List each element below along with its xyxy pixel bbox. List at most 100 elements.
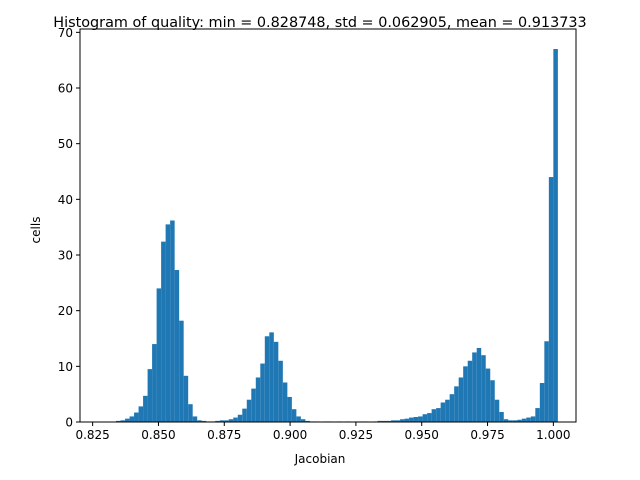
- histogram-bar: [454, 386, 459, 422]
- histogram-bar: [427, 413, 432, 422]
- histogram-bar: [449, 394, 455, 422]
- histogram-bar: [436, 408, 441, 422]
- histogram-bar: [413, 416, 419, 422]
- histogram-bar: [382, 420, 387, 422]
- y-tick-label: 10: [58, 360, 73, 374]
- histogram-bar: [197, 420, 202, 422]
- histogram-bar: [242, 408, 247, 422]
- histogram-bar: [269, 332, 274, 422]
- y-tick-label: 0: [65, 416, 73, 430]
- histogram-bar: [273, 341, 279, 422]
- histogram-bar: [508, 420, 513, 422]
- y-tick-label: 40: [58, 193, 73, 207]
- x-tick-label: 0.975: [470, 428, 504, 442]
- x-tick-label: 0.950: [405, 428, 439, 442]
- histogram-bar: [521, 418, 527, 422]
- histogram-bar: [237, 414, 243, 422]
- histogram-bar: [278, 360, 283, 422]
- histogram-bar: [260, 363, 265, 422]
- histogram-bar: [264, 336, 270, 422]
- histogram-bar: [485, 368, 491, 422]
- histogram-bar: [463, 366, 468, 422]
- histogram-bar: [472, 352, 477, 422]
- chart-title: Histogram of quality: min = 0.828748, st…: [53, 15, 586, 31]
- histogram-bar: [287, 396, 292, 422]
- histogram-bar: [192, 416, 198, 422]
- histogram-bar: [251, 388, 256, 422]
- histogram-bar: [431, 409, 437, 422]
- histogram-bar: [418, 416, 423, 422]
- histogram-bar: [120, 420, 126, 422]
- histogram-bar: [305, 420, 310, 422]
- histogram-bar: [228, 419, 234, 422]
- histogram-bar: [215, 420, 220, 422]
- x-tick-label: 0.925: [339, 428, 373, 442]
- histogram-bar: [548, 177, 554, 422]
- histogram-bar: [219, 420, 225, 422]
- y-tick-label: 60: [58, 82, 73, 96]
- histogram-bar: [134, 412, 139, 422]
- x-tick-label: 0.825: [75, 428, 109, 442]
- x-tick-label: 0.900: [273, 428, 307, 442]
- x-ticks: 0.825 0.850 0.875 0.900 0.925 0.950 0.975 1.000: [75, 422, 571, 442]
- histogram-bar: [233, 417, 238, 422]
- y-ticks: 0 10 20 30 40 50 60 70: [58, 26, 80, 430]
- histogram-bar: [170, 220, 175, 422]
- histogram-bar: [183, 375, 189, 422]
- histogram-bar: [386, 420, 392, 422]
- histogram-bar: [377, 420, 383, 422]
- histogram-bar: [476, 347, 482, 422]
- histogram-bar: [458, 377, 464, 422]
- histogram-bar: [445, 399, 450, 422]
- histogram-bar: [512, 420, 518, 422]
- x-tick-label: 1.000: [536, 428, 570, 442]
- histogram-bar: [300, 419, 306, 422]
- histogram-bar: [188, 404, 193, 422]
- histogram-bar: [440, 402, 446, 422]
- histogram-bar: [404, 418, 410, 422]
- histogram-bar: [291, 409, 297, 422]
- y-tick-label: 30: [58, 249, 73, 263]
- histogram-bar: [296, 416, 301, 422]
- histogram-bar: [494, 399, 500, 422]
- plot-frame: [79, 28, 577, 423]
- histogram-bar: [553, 49, 558, 422]
- histogram-bar: [517, 419, 522, 422]
- x-tick-label: 0.850: [141, 428, 175, 442]
- y-tick-label: 20: [58, 304, 73, 318]
- histogram-bar: [156, 288, 162, 422]
- histogram-bar: [161, 241, 166, 422]
- histogram-bar: [481, 355, 486, 422]
- histogram-bar: [539, 383, 545, 422]
- y-tick-label: 50: [58, 137, 73, 151]
- histogram-bar: [143, 395, 148, 422]
- histogram-bar: [147, 369, 153, 422]
- histogram-bar: [174, 270, 180, 422]
- x-tick-label: 0.875: [207, 428, 241, 442]
- histogram-bar: [246, 399, 252, 422]
- histogram-bar: [503, 419, 509, 422]
- x-axis-label: Jacobian: [294, 452, 346, 466]
- histogram-bar: [255, 377, 261, 422]
- bars-group: [116, 49, 558, 422]
- histogram-bar: [224, 420, 229, 422]
- histogram-bar: [544, 341, 549, 422]
- histogram-bar: [400, 419, 405, 422]
- histogram-bar: [490, 380, 495, 422]
- histogram-bar: [467, 360, 473, 422]
- axes-group: [79, 28, 577, 423]
- histogram-bar: [116, 420, 121, 422]
- histogram-bar: [391, 420, 396, 422]
- histogram-bar: [530, 416, 536, 422]
- y-axis-label: cells: [29, 217, 43, 244]
- histogram-bar: [152, 344, 157, 422]
- histogram-bar: [179, 320, 184, 422]
- histogram-bar: [422, 414, 428, 422]
- histogram-bar: [165, 224, 171, 422]
- histogram-bar: [395, 420, 401, 422]
- histogram-bar: [282, 382, 288, 422]
- histogram-bar: [535, 408, 540, 422]
- histogram-bar: [409, 417, 414, 422]
